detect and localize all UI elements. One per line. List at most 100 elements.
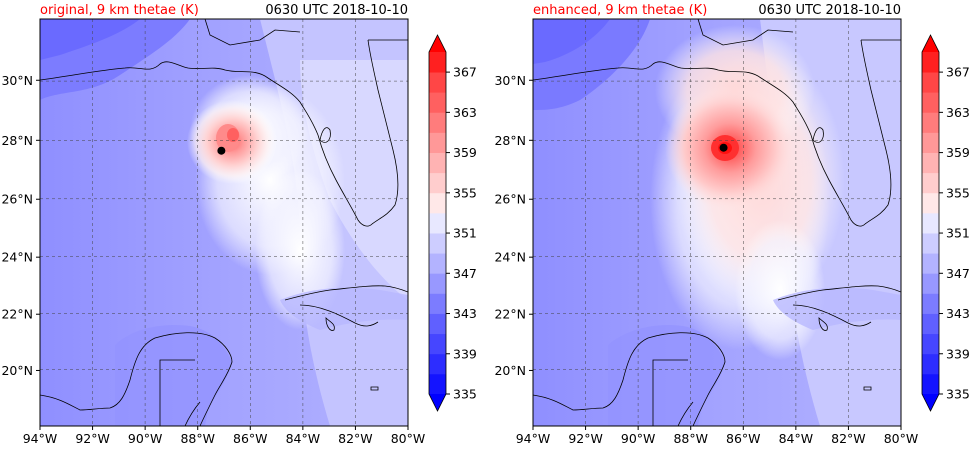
colorbar-segment bbox=[429, 132, 446, 153]
lon-tick-label: 80°W bbox=[391, 431, 426, 446]
map-panel-enhanced: enhanced, 9 km thetae (K) 0630 UTC 2018-… bbox=[494, 3, 918, 446]
axis-ticks-enhanced: 94°W 92°W 90°W 88°W 86°W 84°W 82°W 80°W 20°N 22°N… bbox=[494, 73, 918, 446]
lon-tick-label: 86°W bbox=[726, 431, 761, 446]
colorbar-tick-label: 339 bbox=[453, 346, 477, 361]
colorbar-tick-label: 335 bbox=[946, 387, 970, 402]
colorbar-tick-label: 343 bbox=[453, 306, 477, 321]
lat-tick-label: 30°N bbox=[1, 73, 33, 88]
lat-tick-label: 26°N bbox=[1, 192, 33, 207]
colorbar-segment bbox=[429, 253, 446, 274]
lat-tick-label: 28°N bbox=[494, 133, 526, 148]
coastlines-original bbox=[40, 19, 408, 426]
lon-tick-label: 80°W bbox=[884, 431, 919, 446]
colorbar-segment bbox=[922, 253, 939, 274]
colorbar-tick-label: 363 bbox=[946, 105, 970, 120]
colorbar-segment bbox=[429, 293, 446, 314]
lon-tick-label: 94°W bbox=[23, 431, 58, 446]
lat-tick-label: 24°N bbox=[494, 250, 526, 265]
storm-center-marker-original bbox=[217, 146, 226, 155]
colorbar-segment bbox=[429, 192, 446, 214]
panel-title-right-enhanced: 0630 UTC 2018-10-10 bbox=[758, 3, 901, 18]
lon-tick-label: 82°W bbox=[338, 431, 373, 446]
colorbar-segment bbox=[922, 132, 939, 153]
lon-tick-label: 88°W bbox=[180, 431, 215, 446]
colorbar-tick-label: 363 bbox=[453, 105, 477, 120]
colorbar-tick-label: 351 bbox=[453, 226, 477, 241]
gridlines-original bbox=[40, 19, 408, 426]
colorbar-under-arrow bbox=[429, 394, 446, 411]
colorbar-under-arrow bbox=[922, 394, 939, 411]
colorbar-segment bbox=[922, 72, 939, 93]
colorbar-segment bbox=[429, 212, 446, 234]
axis-ticks-original: 94°W 92°W 90°W 88°W 86°W 84°W 82°W 80°W 20°N 22°N… bbox=[1, 73, 425, 446]
colorbar-tick-label: 347 bbox=[946, 266, 970, 281]
colorbar-outline bbox=[921, 34, 940, 412]
lon-tick-label: 84°W bbox=[286, 431, 321, 446]
colorbar-segment bbox=[922, 373, 939, 395]
lon-tick-label: 90°W bbox=[128, 431, 163, 446]
map-frame-original bbox=[39, 18, 409, 427]
colorbar-segment bbox=[922, 273, 939, 294]
lon-tick-label: 82°W bbox=[831, 431, 866, 446]
colorbar-segment bbox=[922, 92, 939, 113]
lon-tick-label: 86°W bbox=[233, 431, 268, 446]
colorbar-segment bbox=[429, 373, 446, 395]
thetae-field-enhanced bbox=[533, 19, 901, 426]
lat-tick-label: 26°N bbox=[494, 192, 526, 207]
lat-tick-label: 20°N bbox=[1, 363, 33, 378]
lat-tick-label: 22°N bbox=[494, 307, 526, 322]
colorbar-over-arrow bbox=[429, 35, 446, 52]
lat-tick-label: 30°N bbox=[494, 73, 526, 88]
colorbar-segment bbox=[922, 192, 939, 214]
colorbar-over-arrow bbox=[922, 35, 939, 52]
colorbar-tick-label: 355 bbox=[453, 185, 477, 200]
colorbar-segment bbox=[922, 212, 939, 234]
lon-tick-label: 92°W bbox=[75, 431, 110, 446]
lat-tick-label: 22°N bbox=[1, 307, 33, 322]
colorbar-tick-label: 359 bbox=[946, 145, 970, 160]
colorbar-segment bbox=[429, 273, 446, 294]
colorbar-segment bbox=[429, 233, 446, 254]
lat-tick-label: 28°N bbox=[1, 133, 33, 148]
lon-tick-label: 84°W bbox=[779, 431, 814, 446]
lon-tick-label: 90°W bbox=[621, 431, 656, 446]
panel-title-left-original: original, 9 km thetae (K) bbox=[40, 3, 199, 18]
panel-title-left-enhanced: enhanced, 9 km thetae (K) bbox=[533, 3, 707, 18]
colorbar-segment bbox=[429, 333, 446, 355]
colorbar-segment bbox=[429, 313, 446, 335]
coastlines-enhanced bbox=[533, 19, 901, 426]
lon-tick-label: 92°W bbox=[568, 431, 603, 446]
colorbar-tick-label: 367 bbox=[453, 65, 477, 80]
colorbar-segment bbox=[922, 112, 939, 133]
colorbar-segment bbox=[429, 172, 446, 194]
colorbar-segment bbox=[922, 233, 939, 254]
colorbar-segment bbox=[429, 152, 446, 174]
colorbar-segment bbox=[429, 52, 446, 73]
colorbar-tick-label: 335 bbox=[453, 387, 477, 402]
colorbar-segment bbox=[922, 152, 939, 174]
lon-tick-label: 88°W bbox=[673, 431, 708, 446]
colorbar-original: 335 339 343 347 351 355 359 363 367 bbox=[428, 34, 477, 412]
colorbar-segment bbox=[429, 72, 446, 93]
gridlines-enhanced bbox=[533, 19, 901, 426]
lat-tick-label: 24°N bbox=[1, 250, 33, 265]
panel-title-right-original: 0630 UTC 2018-10-10 bbox=[265, 3, 408, 18]
colorbar-tick-label: 343 bbox=[946, 306, 970, 321]
colorbar-tick-label: 359 bbox=[453, 145, 477, 160]
map-panel-original: original, 9 km thetae (K) 0630 UTC 2018-… bbox=[1, 3, 425, 446]
colorbar-segment bbox=[922, 313, 939, 335]
colorbar-segment bbox=[922, 52, 939, 73]
lat-tick-label: 20°N bbox=[494, 363, 526, 378]
colorbar-tick-label: 339 bbox=[946, 346, 970, 361]
colorbar-tick-label: 367 bbox=[946, 65, 970, 80]
colorbar-outline bbox=[428, 34, 447, 412]
colorbar-segment bbox=[922, 293, 939, 314]
colorbar-segment bbox=[429, 353, 446, 375]
map-frame-enhanced bbox=[532, 18, 902, 427]
colorbar-tick-label: 355 bbox=[946, 185, 970, 200]
lon-tick-label: 94°W bbox=[516, 431, 551, 446]
colorbar-segment bbox=[429, 112, 446, 133]
colorbar-segment bbox=[922, 333, 939, 355]
colorbar-tick-label: 347 bbox=[453, 266, 477, 281]
